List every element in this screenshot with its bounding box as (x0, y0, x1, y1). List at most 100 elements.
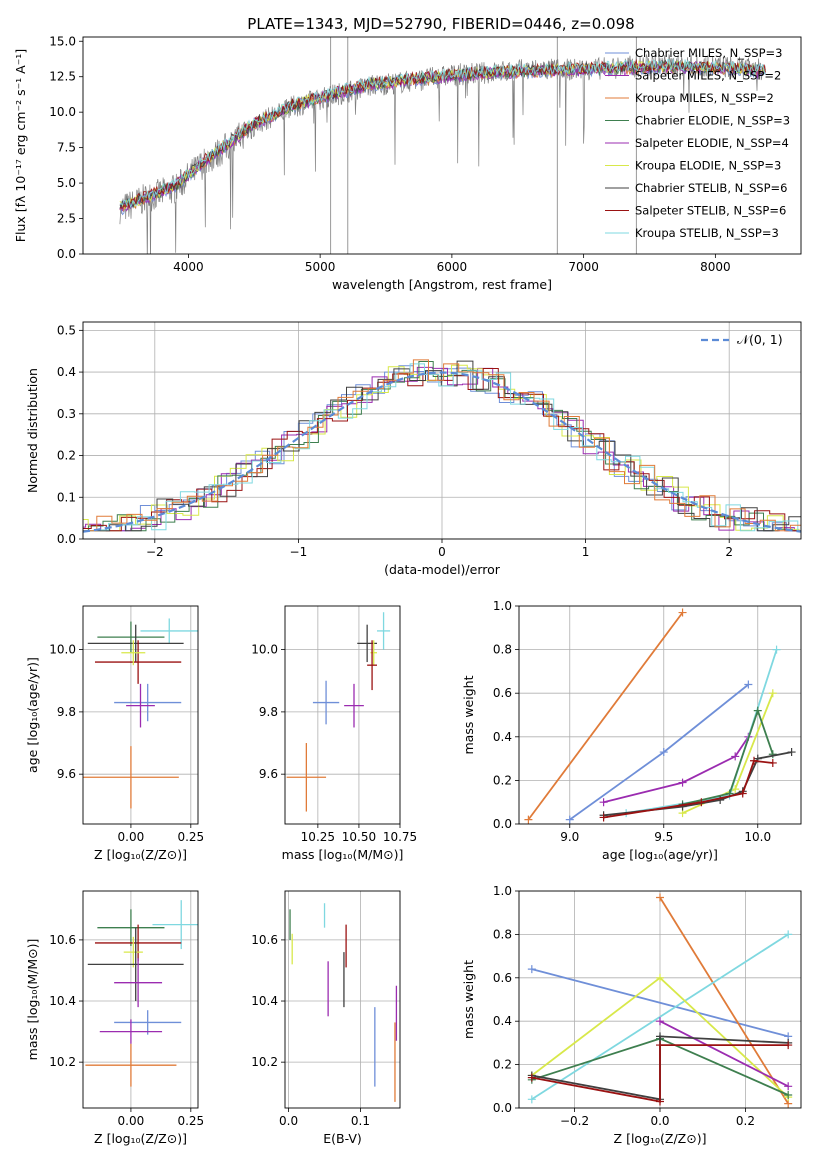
mass_weight_vs_age-series-salpeter_elodie (603, 736, 750, 804)
residuals-ytick-label: 0.0 (57, 532, 76, 546)
residual-hist-kroupa_elodie (83, 364, 801, 532)
residuals-frame (82, 321, 802, 540)
mass_vs_ebv-plot-area (285, 891, 400, 1108)
age_vs_Z-ytick-label: 10.0 (49, 643, 76, 657)
residuals-xlabel: (data-model)/error (384, 562, 501, 577)
mass_vs_ebv-panel: 0.0 0.1 10.2 10.4 10.6 E(B-V) (251, 890, 401, 1146)
age_vs_Z-ylabel: age [log₁₀(age/yr)] (25, 657, 40, 773)
age_vs_mass-xlabel: mass [log₁₀(M/M⊙)] (282, 847, 404, 862)
mass_weight_vs_age-xlabel: age [log₁₀(age/yr)] (602, 847, 718, 862)
mass_weight_vs_Z-series-chabrier_miles (531, 968, 789, 1038)
mass_weight_vs_Z-marker-kroupa_stelib (784, 930, 793, 939)
mass_weight_vs_Z-plot-area (519, 891, 801, 1108)
mass_vs_Z-ytick-label: 10.2 (49, 1055, 76, 1069)
age_vs_Z-xlabel: Z [log₁₀(Z/Z⊙)] (94, 847, 187, 862)
mass_weight_vs_age-ytick-label: 0.6 (493, 686, 512, 700)
mass_weight_vs_age-marker-salpeter_stelib (738, 789, 747, 798)
mass_weight_vs_age-plot-area (519, 606, 801, 824)
residuals-xtick-label: 2 (725, 545, 733, 559)
age_vs_mass-xtick-label: 10.25 (301, 830, 335, 844)
mass_weight_vs_Z-marker-kroupa_elodie (656, 973, 664, 982)
residuals-ytick-label: 0.1 (57, 490, 76, 504)
mass_weight_vs_age-marker-chabrier_miles (744, 680, 753, 689)
residuals-plot-area (83, 322, 801, 539)
mass_weight_vs_Z-series-kroupa_stelib (531, 933, 789, 1101)
age_vs_Z-ytick-label: 9.8 (57, 705, 76, 719)
mass_weight_vs_Z-ytick-label: 0.4 (493, 1014, 512, 1028)
mass_vs_Z-ytick-label: 10.6 (49, 933, 76, 947)
mass_weight_vs_Z-series-salpeter_stelib (531, 1044, 789, 1103)
mass_vs_ebv-ytick-label: 10.2 (251, 1055, 278, 1069)
mass_weight_vs_Z-ytick-label: 0.2 (493, 1058, 512, 1072)
mass_weight_vs_age-marker-kroupa_stelib (772, 645, 781, 654)
spectrum-model-line-kroupa_stelib (119, 58, 766, 208)
mass_weight_vs_age-marker-chabrier_elodie (768, 750, 777, 759)
spectrum-panel: 4000 5000 6000 7000 8000 0.0 2.5 5.0 7.5 10.0 12.5… (13, 34, 802, 292)
legend-label-kroupa_miles: Kroupa MILES, N_SSP=2 (635, 91, 774, 105)
mass_weight_vs_age-panel: 9.0 9.5 10.0 0.0 0.2 0.4 0.6 0.8 1.0 age [log₁₀(a… (461, 599, 802, 862)
mass_weight_vs_age-marker-chabrier_stelib (678, 802, 687, 811)
mass_weight_vs_age-series-salpeter_stelib (603, 759, 773, 819)
mass_weight_vs_age-marker-salpeter_elodie (678, 778, 687, 787)
mass_weight_vs_age-xtick-label: 10.0 (744, 830, 771, 844)
mass_weight_vs_age-marker-salpeter_stelib (768, 758, 777, 767)
age_vs_mass-frame (284, 605, 401, 825)
spectrum-ytick-label: 10.0 (49, 105, 76, 119)
mass_weight_vs_Z-marker-kroupa_miles (656, 893, 664, 902)
age_vs_Z-panel: 0.00 0.25 9.6 9.8 10.0 Z [log₁₀(Z/Z⊙)] age [lo… (25, 605, 204, 862)
mass_weight_vs_age-series-chabrier_elodie (682, 707, 774, 806)
mass_weight_vs_Z-marker-salpeter_elodie (784, 1082, 793, 1091)
mass_weight_vs_age-marker-chabrier_miles (659, 748, 668, 757)
mass_weight_vs_age-xtick-label: 9.0 (560, 830, 579, 844)
spectrum-ylabel: Flux [fλ 10⁻¹⁷ erg cm⁻² s⁻¹ A⁻¹] (13, 49, 28, 242)
mass_weight_vs_age-marker-chabrier_stelib (787, 748, 796, 757)
mass_weight_vs_age-marker-salpeter_stelib (750, 756, 758, 765)
residuals-xtick-label: 0 (438, 545, 446, 559)
mass_weight_vs_Z-ytick-label: 0.8 (493, 927, 512, 941)
residual-hist-kroupa_miles (83, 359, 801, 532)
mass_weight_vs_Z-ylabel: mass weight (461, 960, 476, 1039)
mass_weight_vs_age-ytick-label: 0.4 (493, 730, 512, 744)
age_vs_mass-panel: 10.25 10.50 10.75 9.6 9.8 10.0 mass [log₁₀(M/M… (251, 605, 417, 862)
mass_weight_vs_Z-marker-chabrier_miles (527, 965, 536, 974)
legend-label-chabrier_stelib: Chabrier STELIB, N_SSP=6 (635, 181, 787, 195)
mass_weight_vs_age-marker-salpeter_elodie (731, 752, 740, 761)
mass_weight_vs_age-ytick-label: 1.0 (493, 599, 512, 613)
spectrum-ytick-label: 7.5 (57, 141, 76, 155)
figure-title: PLATE=1343, MJD=52790, FIBERID=0446, z=0… (247, 15, 634, 33)
mass_weight_vs_age-xtick-label: 9.5 (654, 830, 673, 844)
age_vs_mass-ytick-label: 10.0 (251, 643, 278, 657)
mass_weight_vs_age-ylabel: mass weight (461, 675, 476, 754)
mass_vs_Z-plot-area (83, 891, 198, 1108)
mass_vs_Z-ytick-label: 10.4 (49, 994, 76, 1008)
spectrum-xlabel: wavelength [Angstrom, rest frame] (332, 277, 552, 292)
age_vs_mass-plot-area (285, 606, 400, 824)
mass_weight_vs_Z-marker-salpeter_elodie (656, 1017, 664, 1026)
age_vs_Z-xtick-label: 0.25 (177, 830, 204, 844)
legend-label-chabrier_elodie: Chabrier ELODIE, N_SSP=3 (635, 114, 790, 128)
residuals-ytick-label: 0.2 (57, 449, 76, 463)
mass_weight_vs_age-marker-kroupa_miles (524, 815, 533, 824)
plots: 4000 5000 6000 7000 80000.02.55.07.510.012.5… (13, 34, 802, 1146)
mass_weight_vs_Z-series-kroupa_miles (659, 897, 789, 1105)
mass_weight_vs_Z-ytick-label: 1.0 (493, 884, 512, 898)
residuals-ytick-label: 0.3 (57, 407, 76, 421)
mass_weight_vs_age-marker-kroupa_elodie (768, 689, 777, 698)
mass_weight_vs_Z-xtick-label: 0.2 (736, 1114, 755, 1128)
mass_weight_vs_Z-ytick-label: 0.6 (493, 971, 512, 985)
age_vs_Z-frame (82, 605, 199, 825)
mass_vs_Z-panel: 0.00 0.25 10.2 10.4 10.6 Z [log₁₀(Z/Z⊙)] mass … (25, 890, 204, 1146)
mass_weight_vs_age-marker-salpeter_stelib (599, 813, 608, 822)
residuals-xtick-label: −2 (146, 545, 164, 559)
spectrum-xtick-label: 4000 (173, 260, 204, 274)
mass_weight_vs_age-marker-salpeter_stelib (697, 798, 706, 807)
mass_weight_vs_age-series-kroupa_miles (527, 611, 684, 821)
mass_weight_vs_Z-marker-kroupa_stelib (527, 1095, 536, 1104)
age_vs_mass-ytick-label: 9.6 (259, 767, 278, 781)
residual-hist-kroupa_stelib (83, 363, 801, 532)
mass_vs_Z-xlabel: Z [log₁₀(Z/Z⊙)] (94, 1131, 187, 1146)
mass_weight_vs_Z-frame (518, 890, 802, 1109)
mass_weight_vs_Z-xlabel: Z [log₁₀(Z/Z⊙)] (614, 1131, 707, 1146)
normal-curve (83, 371, 801, 533)
mass_vs_ebv-xlabel: E(B-V) (323, 1131, 362, 1146)
